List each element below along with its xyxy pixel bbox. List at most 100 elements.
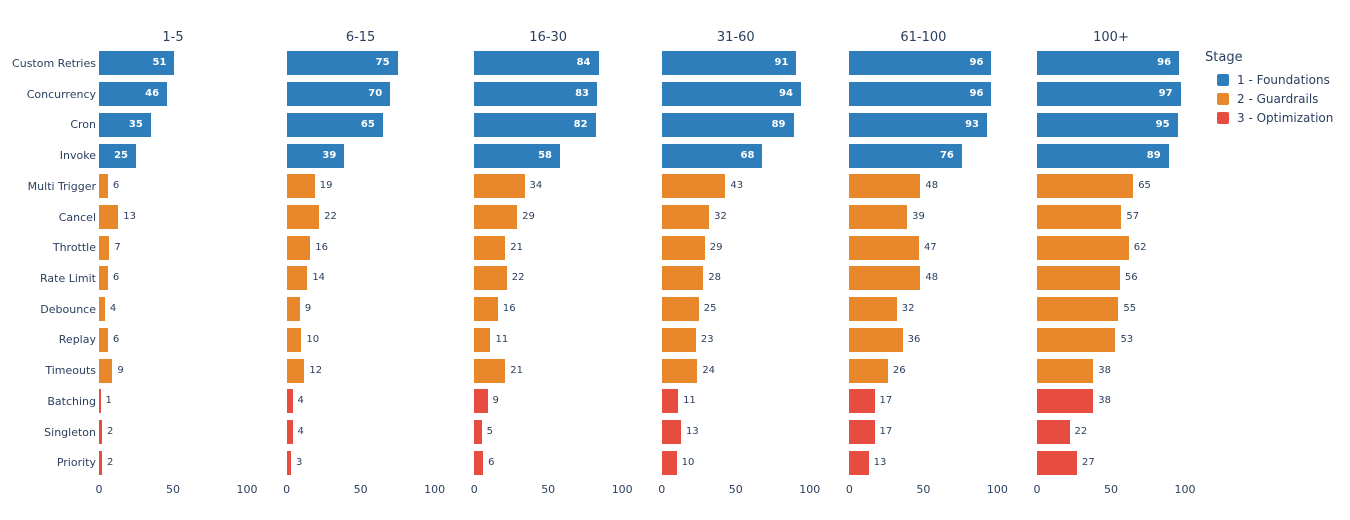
bar-value-label: 96	[969, 57, 984, 69]
bar	[1037, 266, 1120, 291]
bar	[661, 82, 801, 107]
legend-item[interactable]: 2 - Guardrails	[1217, 89, 1333, 108]
bar-value-label: 96	[1157, 57, 1172, 69]
bar-row: 32	[661, 205, 810, 229]
bar-row: 29	[474, 205, 622, 229]
category-label: Singleton	[44, 425, 96, 439]
bar	[849, 327, 903, 352]
bar-value-label: 29	[522, 211, 535, 222]
bar-row: 62	[1037, 235, 1185, 260]
bar-row: 58	[474, 143, 622, 168]
bar-value-label: 16	[502, 303, 516, 315]
x-tick-label: 0	[1033, 483, 1041, 497]
bar-value-label: 3	[296, 456, 303, 468]
bar	[99, 174, 108, 199]
category-label: Batching	[47, 394, 96, 408]
bar-value-label: 17	[879, 395, 893, 407]
bar-value-label: 24	[702, 364, 716, 376]
bar	[661, 143, 763, 168]
bar-row: 22	[474, 266, 622, 291]
bar	[286, 450, 292, 475]
bar	[849, 205, 908, 229]
bar-row: 48	[849, 174, 997, 199]
bar-value-label: 29	[709, 241, 723, 253]
bar	[474, 420, 482, 445]
bar-value-label: 91	[774, 57, 789, 69]
x-tick-label: 100	[986, 483, 1008, 497]
bar	[474, 112, 596, 137]
bar-row: 47	[849, 235, 997, 260]
bar-row: 76	[849, 143, 997, 168]
x-tick-label: 50	[166, 483, 180, 497]
legend-item[interactable]: 3 - Optimization	[1217, 108, 1333, 127]
category-label: Custom Retries	[12, 57, 96, 70]
bar-row: 95	[1037, 112, 1185, 137]
category-label: Cancel	[58, 210, 96, 224]
bar-row: 36	[849, 327, 997, 352]
bar-value-label: 6	[112, 180, 120, 192]
x-tick-label: 50	[916, 483, 931, 497]
bar-value-label: 43	[730, 180, 744, 192]
bar-value-label: 48	[925, 180, 939, 192]
bar	[286, 51, 398, 76]
legend-item-label: 1 - Foundations	[1237, 72, 1330, 87]
bar-row: 91	[661, 51, 810, 76]
bar	[661, 420, 682, 445]
bar-value-label: 6	[112, 333, 120, 345]
category-label: Cron	[70, 118, 96, 132]
x-tick-label: 0	[658, 483, 666, 497]
bar-row: 9	[474, 389, 622, 414]
bar-value-label: 21	[510, 364, 523, 376]
bar-value-label: 22	[1074, 426, 1088, 438]
bar	[286, 112, 383, 137]
bar	[661, 51, 797, 76]
bar	[1037, 174, 1134, 199]
x-tick-label: 0	[470, 483, 478, 497]
x-tick-label: 50	[353, 483, 368, 497]
bar	[99, 358, 113, 383]
bar-row: 25	[99, 143, 247, 168]
bar-row: 6	[99, 327, 247, 352]
bar	[99, 143, 136, 168]
category-label: Replay	[58, 333, 96, 347]
bar-row: 70	[286, 82, 435, 107]
bar-value-label: 16	[315, 241, 328, 253]
bar-row: 83	[474, 82, 622, 107]
bar-value-label: 93	[965, 118, 980, 130]
bar-row: 23	[661, 327, 810, 352]
bar	[661, 205, 710, 229]
bar-row: 35	[99, 112, 247, 137]
bar	[1037, 420, 1070, 445]
bar	[286, 174, 315, 199]
bar-row: 9	[99, 358, 247, 383]
bar-row: 21	[474, 235, 622, 260]
bar	[849, 143, 962, 168]
bar-value-label: 34	[529, 180, 543, 192]
bar	[849, 358, 888, 383]
bar-row: 96	[849, 82, 997, 107]
bar-row: 19	[286, 174, 435, 199]
bar-value-label: 76	[939, 149, 954, 161]
bar-value-label: 68	[740, 149, 755, 161]
bar	[1037, 235, 1129, 260]
bar-value-label: 7	[114, 241, 121, 253]
bar-row: 84	[474, 51, 622, 76]
bar-value-label: 19	[319, 180, 333, 192]
bar	[99, 235, 110, 260]
bar-row: 68	[661, 143, 810, 168]
bar-row: 10	[286, 327, 435, 352]
bar	[474, 51, 599, 76]
bar	[849, 112, 988, 137]
category-label: Debounce	[40, 302, 96, 316]
bar	[286, 389, 293, 414]
bar-value-label: 1	[105, 395, 112, 407]
bar	[1037, 82, 1181, 107]
bar-row: 96	[1037, 51, 1185, 76]
bar-value-label: 5	[486, 426, 493, 438]
bar-row: 53	[1037, 327, 1185, 352]
bar-value-label: 75	[375, 57, 390, 69]
bar-value-label: 32	[901, 303, 915, 315]
bar-row: 94	[661, 82, 810, 107]
bar-row: 21	[474, 358, 622, 383]
legend-item[interactable]: 1 - Foundations	[1217, 70, 1333, 89]
